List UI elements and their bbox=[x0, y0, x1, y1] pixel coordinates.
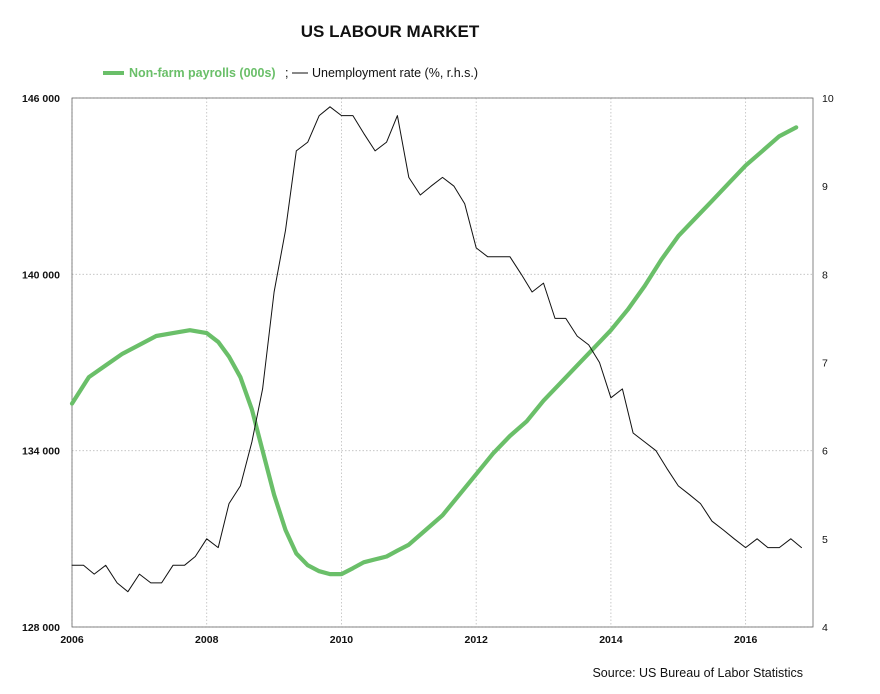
left-tick-label: 146 000 bbox=[22, 93, 60, 105]
x-tick-label: 2014 bbox=[599, 634, 623, 646]
x-tick-label: 2010 bbox=[330, 634, 354, 646]
left-tick-label: 134 000 bbox=[22, 446, 60, 458]
left-axis: 128 000 134 000 140 000 146 000 bbox=[22, 93, 60, 634]
legend-label-payrolls: Non-farm payrolls (000s) bbox=[129, 66, 276, 80]
right-tick-label: 5 bbox=[822, 534, 828, 546]
left-tick-label: 128 000 bbox=[22, 622, 60, 634]
legend: Non-farm payrolls (000s) ; Unemployment … bbox=[103, 66, 478, 80]
right-tick-label: 4 bbox=[822, 622, 828, 634]
chart-title: US LABOUR MARKET bbox=[301, 22, 480, 41]
x-tick-label: 2006 bbox=[60, 634, 84, 646]
legend-separator: ; bbox=[285, 66, 288, 80]
left-tick-label: 140 000 bbox=[22, 269, 60, 281]
x-axis: 2006 2008 2010 2012 2014 2016 bbox=[60, 634, 757, 646]
source-note: Source: US Bureau of Labor Statistics bbox=[592, 666, 803, 680]
plot-frame bbox=[71, 97, 814, 628]
series-layer bbox=[69, 106, 802, 593]
x-tick-label: 2008 bbox=[195, 634, 219, 646]
x-tick-label: 2016 bbox=[734, 634, 758, 646]
unemployment-rate-line bbox=[71, 106, 802, 593]
right-tick-label: 9 bbox=[822, 181, 828, 193]
right-tick-label: 7 bbox=[822, 358, 828, 370]
right-tick-label: 10 bbox=[822, 93, 834, 105]
right-tick-label: 6 bbox=[822, 446, 828, 458]
legend-label-unemployment: Unemployment rate (%, r.h.s.) bbox=[312, 66, 478, 80]
right-axis: 4 5 6 7 8 9 10 bbox=[822, 93, 834, 634]
right-tick-label: 8 bbox=[822, 269, 828, 281]
x-tick-label: 2012 bbox=[465, 634, 489, 646]
payrolls-line bbox=[69, 125, 799, 577]
